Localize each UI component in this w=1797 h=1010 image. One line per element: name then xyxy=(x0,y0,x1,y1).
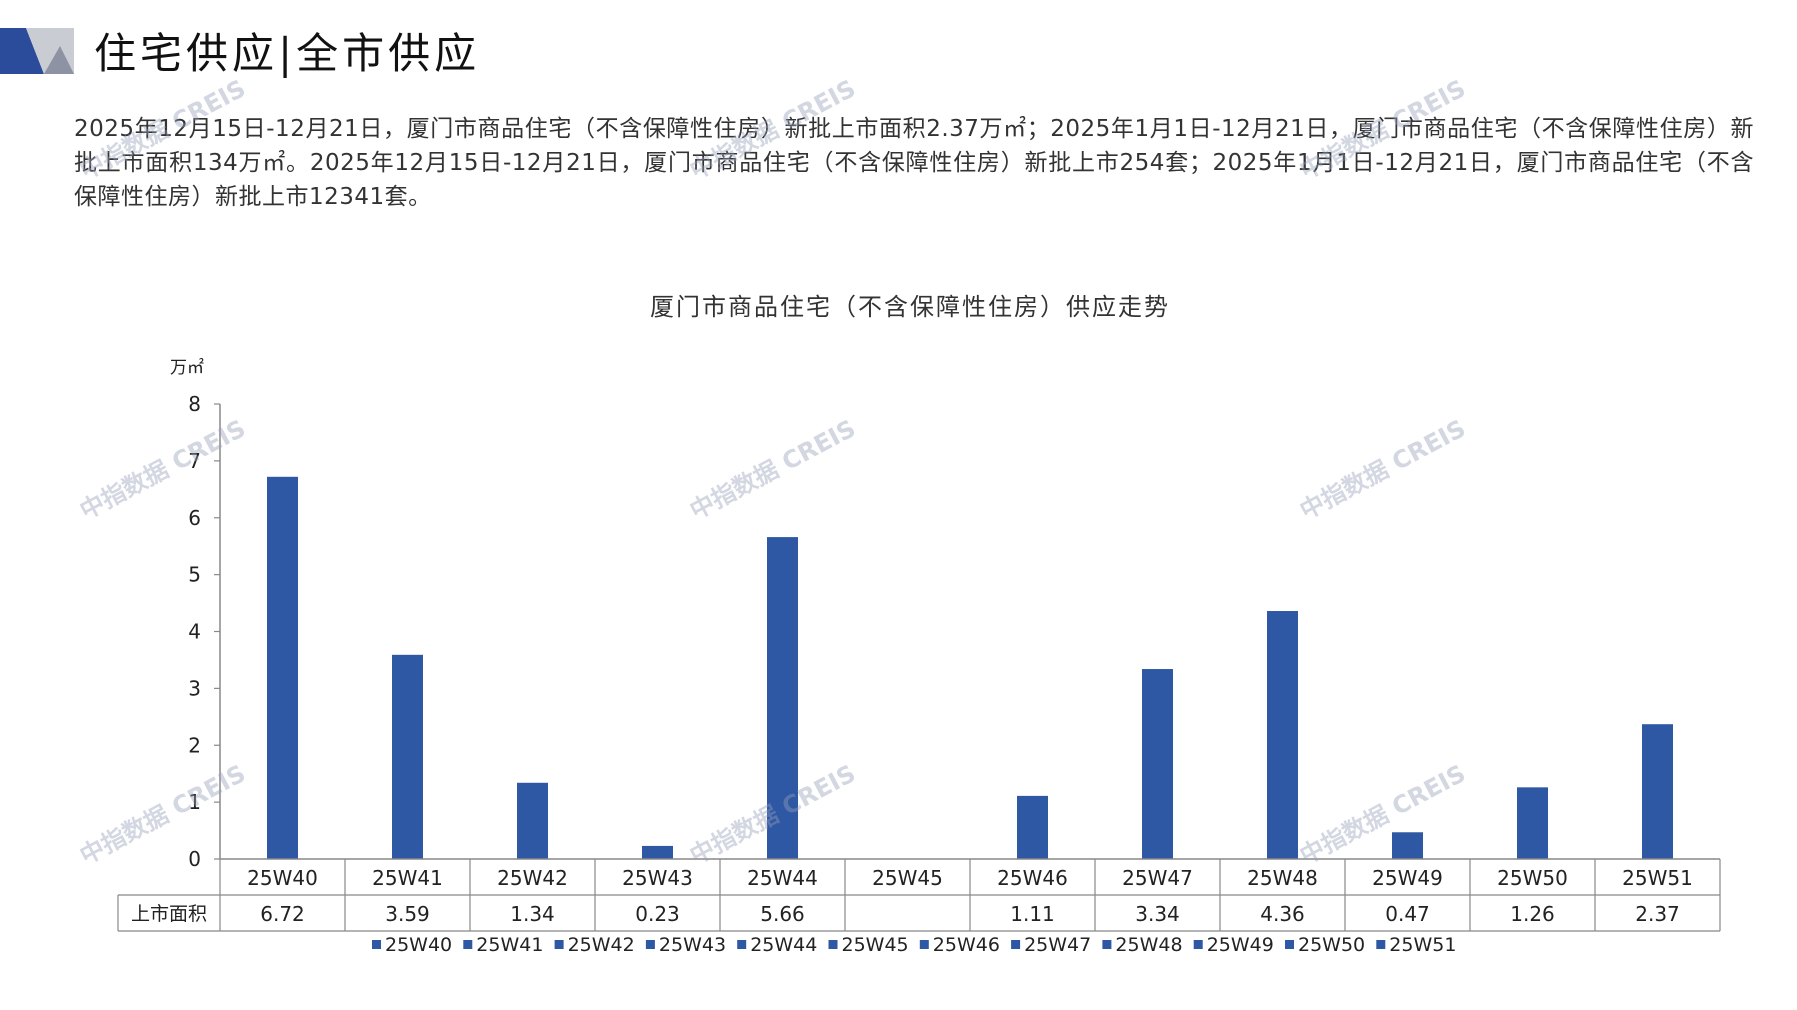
y-tick-label: 2 xyxy=(188,733,201,757)
y-tick-label: 4 xyxy=(188,620,201,644)
legend-label: 25W46 xyxy=(933,934,1000,956)
x-category-label: 25W51 xyxy=(1622,866,1693,890)
chart-title: 厦门市商品住宅（不含保障性住房）供应走势 xyxy=(650,293,1170,321)
x-category-label: 25W45 xyxy=(872,866,943,890)
bar-25W51 xyxy=(1642,724,1673,859)
x-category-label: 25W49 xyxy=(1372,866,1443,890)
x-category-label: 25W42 xyxy=(497,866,568,890)
table-value-cell: 1.26 xyxy=(1510,902,1555,926)
y-tick-label: 1 xyxy=(188,790,201,814)
x-category-label: 25W41 xyxy=(372,866,443,890)
legend-label: 25W40 xyxy=(385,934,452,956)
legend-label: 25W48 xyxy=(1115,934,1182,956)
table-value-cell: 0.23 xyxy=(635,902,680,926)
table-value-cell: 2.37 xyxy=(1635,902,1680,926)
page-title: 住宅供应|全市供应 xyxy=(94,29,481,78)
legend-label: 25W43 xyxy=(659,934,726,956)
summary-paragraph: 2025年12月15日-12月21日，厦门市商品住宅（不含保障性住房）新批上市面… xyxy=(74,116,1754,210)
bar-25W42 xyxy=(517,782,548,859)
x-category-label: 25W44 xyxy=(747,866,818,890)
legend-label: 25W47 xyxy=(1024,934,1091,956)
bar-25W50 xyxy=(1517,787,1548,859)
legend-swatch xyxy=(1376,940,1386,949)
legend-label: 25W50 xyxy=(1298,934,1365,956)
table-series-label: 上市面积 xyxy=(131,903,207,925)
table-value-cell: 0.47 xyxy=(1385,902,1430,926)
legend-swatch xyxy=(919,940,929,949)
table-value-cell: 1.11 xyxy=(1010,902,1055,926)
table-value-cell: 4.36 xyxy=(1260,902,1305,926)
y-tick-label: 6 xyxy=(188,506,201,530)
report-logo-mark xyxy=(0,28,74,74)
bar-25W43 xyxy=(642,845,673,859)
legend-label: 25W42 xyxy=(568,934,635,956)
x-category-label: 25W48 xyxy=(1247,866,1318,890)
table-value-cell: 1.34 xyxy=(510,902,555,926)
table-value-cell: 3.34 xyxy=(1135,902,1180,926)
table-value-cell: 3.59 xyxy=(385,902,430,926)
y-tick-label: 8 xyxy=(188,392,201,416)
table-value-cell: 5.66 xyxy=(760,902,805,926)
y-tick-label: 3 xyxy=(188,676,201,700)
legend-label: 25W49 xyxy=(1207,934,1274,956)
legend-label: 25W44 xyxy=(750,934,817,956)
legend-swatch xyxy=(828,940,838,949)
x-category-label: 25W43 xyxy=(622,866,693,890)
legend-label: 25W51 xyxy=(1389,934,1456,956)
bar-25W48 xyxy=(1267,611,1298,859)
x-category-label: 25W50 xyxy=(1497,866,1568,890)
bar-25W44 xyxy=(767,537,798,859)
bar-25W40 xyxy=(267,476,298,859)
x-category-label: 25W47 xyxy=(1122,866,1193,890)
legend-swatch xyxy=(1102,940,1112,949)
legend-swatch xyxy=(1011,940,1021,949)
bar-25W41 xyxy=(392,654,423,859)
legend-label: 25W41 xyxy=(476,934,543,956)
bar-25W49 xyxy=(1392,832,1423,859)
x-category-label: 25W46 xyxy=(997,866,1068,890)
x-category-label: 25W40 xyxy=(247,866,318,890)
legend-swatch xyxy=(372,940,381,949)
y-axis-unit-label: 万㎡ xyxy=(170,358,204,378)
bar-25W47 xyxy=(1142,669,1173,859)
legend-swatch xyxy=(554,940,564,949)
bar-25W46 xyxy=(1017,795,1048,859)
legend-label: 25W45 xyxy=(842,934,909,956)
legend-swatch xyxy=(1285,940,1294,949)
legend-swatch xyxy=(1193,940,1203,949)
legend-swatch xyxy=(645,940,655,949)
summary-text-block: 2025年12月15日-12月21日，厦门市商品住宅（不含保障性住房）新批上市面… xyxy=(74,112,1754,214)
legend-swatch xyxy=(463,940,473,949)
table-value-cell: 6.72 xyxy=(260,902,305,926)
y-tick-label: 7 xyxy=(188,449,201,473)
y-tick-label: 5 xyxy=(188,563,201,587)
legend-swatch xyxy=(737,940,747,949)
y-tick-label: 0 xyxy=(188,847,201,871)
